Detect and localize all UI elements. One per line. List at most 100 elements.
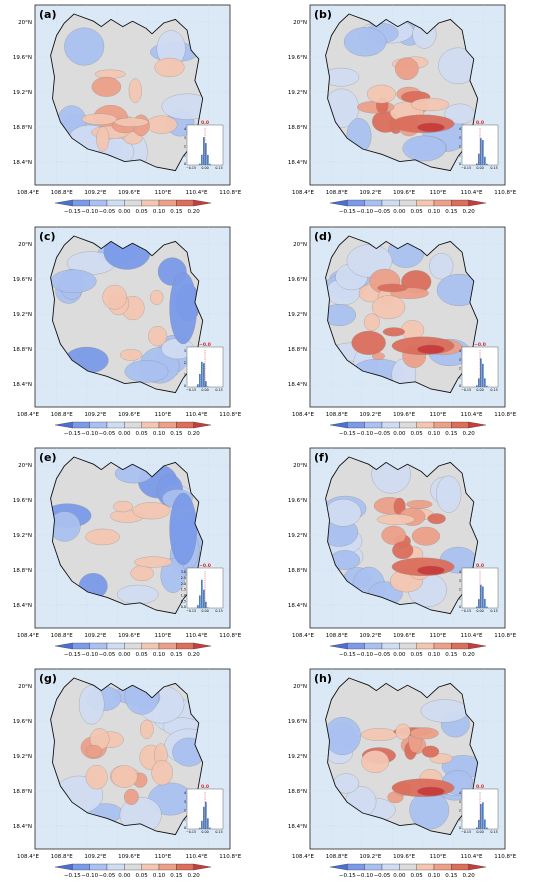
- lat-tick-label: 20°N: [293, 242, 307, 248]
- colorbar-segment: [433, 642, 452, 650]
- inset-x-tick: 0.00: [201, 830, 208, 834]
- inset-x-tick: 0.15: [490, 166, 497, 170]
- colorbar: −0.15 −0.10 −0.05 0.00 0.05 0.10 0.15 0.20: [329, 642, 487, 658]
- inset-y-tick: 3: [459, 136, 461, 140]
- lon-tick-label: 108.4°E: [17, 633, 39, 639]
- histogram-bar: [207, 154, 209, 165]
- colorbar-segment: [381, 642, 400, 650]
- lat-tick-label: 19.6°N: [13, 498, 32, 504]
- lon-tick-label: 108.8°E: [51, 633, 73, 639]
- anomaly-contour: [417, 565, 445, 576]
- histogram-bar: [203, 589, 205, 608]
- lon-tick-label: 108.8°E: [51, 190, 73, 196]
- inset-y-tick: 2.5: [181, 576, 186, 580]
- lat-tick-label: 19.2°N: [13, 90, 32, 96]
- lon-tick-label: 110°E: [154, 412, 171, 418]
- colorbar-tick-label: −0.05: [99, 209, 116, 215]
- colorbar-extend-low: [329, 199, 348, 207]
- inset-histogram: −0.0 4 3 2 1 0−0.15 0.00 0.15: [459, 342, 499, 392]
- histogram-bar: [205, 143, 207, 165]
- histogram-bar: [203, 363, 205, 387]
- lon-tick-label: 110°E: [429, 854, 446, 860]
- anomaly-contour: [392, 541, 414, 560]
- colorbar-tick-label: 0.15: [170, 431, 183, 437]
- inset-x-tick: −0.15: [461, 609, 471, 613]
- inset-x-tick: 0.00: [201, 166, 208, 170]
- lon-tick-label: 108.4°E: [17, 412, 39, 418]
- histogram-bar: [486, 163, 488, 165]
- colorbar-tick-label: 0.00: [393, 652, 406, 658]
- inset-y-tick: 2: [459, 367, 461, 371]
- colorbar-tick-label: 0.00: [118, 652, 131, 658]
- histogram-bar: [480, 138, 482, 165]
- colorbar-tick-label: −0.15: [339, 873, 356, 879]
- anomaly-contour: [410, 727, 439, 740]
- anomaly-contour: [366, 84, 396, 104]
- colorbar-segment: [124, 199, 142, 207]
- histogram-bar: [201, 579, 203, 608]
- colorbar-tick-label: 0.20: [188, 873, 201, 879]
- anomaly-contour: [436, 475, 462, 513]
- histogram-bar: [482, 140, 484, 165]
- colorbar-tick-label: 0.10: [428, 873, 441, 879]
- colorbar-tick-label: −0.10: [356, 209, 373, 215]
- lon-tick-label: 110.4°E: [461, 190, 483, 196]
- histogram-bar: [207, 386, 209, 387]
- lat-tick-label: 18.8°N: [13, 125, 32, 131]
- anomaly-contour: [427, 513, 446, 525]
- inset-y-tick: 4: [459, 127, 461, 131]
- lon-tick-label: 109.2°E: [359, 412, 381, 418]
- colorbar: −0.15 −0.10 −0.05 0.00 0.05 0.10 0.15 0.20: [54, 642, 212, 658]
- colorbar-tick-label: 0.05: [136, 431, 149, 437]
- histogram-bar: [478, 378, 480, 387]
- colorbar-segment: [451, 199, 469, 207]
- histogram-bar: [478, 819, 480, 829]
- panel-label: (d): [314, 230, 332, 243]
- anomaly-contour: [406, 500, 433, 509]
- colorbar-tick-label: 0.15: [445, 431, 458, 437]
- colorbar-segment: [381, 421, 400, 429]
- lon-tick-label: 109.2°E: [84, 854, 106, 860]
- inset-mean-value: 0.0: [476, 120, 484, 126]
- inset-x-tick: 0.15: [490, 830, 497, 834]
- map-panel-e: (e) 20°N 19.6°N 19.2°N 18.8°N 18.4°N 108.4°E 10…: [13, 447, 242, 658]
- anomaly-contour: [376, 514, 415, 525]
- inset-y-tick: 1: [459, 817, 461, 821]
- colorbar-segment: [381, 863, 400, 871]
- inset-y-tick: 3: [459, 800, 461, 804]
- inset-histogram: 0.0 4 3 2 1 0−0.15 0.00 0.15: [459, 563, 499, 613]
- colorbar-segment: [176, 863, 194, 871]
- inset-y-tick: 1: [459, 596, 461, 600]
- inset-mean-value: 0.0: [201, 120, 209, 126]
- lat-tick-label: 18.4°N: [13, 160, 32, 166]
- colorbar-segment: [347, 863, 365, 871]
- colorbar-tick-label: 0.15: [170, 652, 183, 658]
- anomaly-contour: [325, 716, 361, 756]
- colorbar-tick-label: 0.00: [393, 873, 406, 879]
- lon-tick-label: 110.4°E: [186, 854, 208, 860]
- lat-tick-label: 19.2°N: [13, 312, 32, 318]
- histogram-bar: [203, 806, 205, 829]
- anomaly-contour: [117, 584, 159, 605]
- colorbar-tick-label: 0.20: [188, 209, 201, 215]
- lat-tick-label: 19.6°N: [288, 498, 307, 504]
- anomaly-contour: [113, 500, 133, 513]
- lat-tick-label: 20°N: [18, 20, 32, 26]
- lon-tick-label: 108.4°E: [292, 190, 314, 196]
- colorbar-segment: [141, 421, 160, 429]
- histogram-bar: [205, 381, 207, 387]
- lat-tick-label: 18.4°N: [288, 160, 307, 166]
- lat-tick-label: 18.4°N: [13, 382, 32, 388]
- colorbar-tick-label: 0.20: [188, 431, 201, 437]
- anomaly-contour: [150, 290, 164, 305]
- colorbar-segment: [124, 863, 142, 871]
- colorbar-tick-label: 0.00: [118, 873, 131, 879]
- histogram-bar: [199, 827, 201, 829]
- inset-x-tick: −0.15: [461, 166, 471, 170]
- colorbar-extend-high: [468, 642, 487, 650]
- colorbar-extend-low: [329, 642, 348, 650]
- anomaly-contour: [395, 57, 419, 80]
- lon-tick-label: 109.6°E: [118, 633, 140, 639]
